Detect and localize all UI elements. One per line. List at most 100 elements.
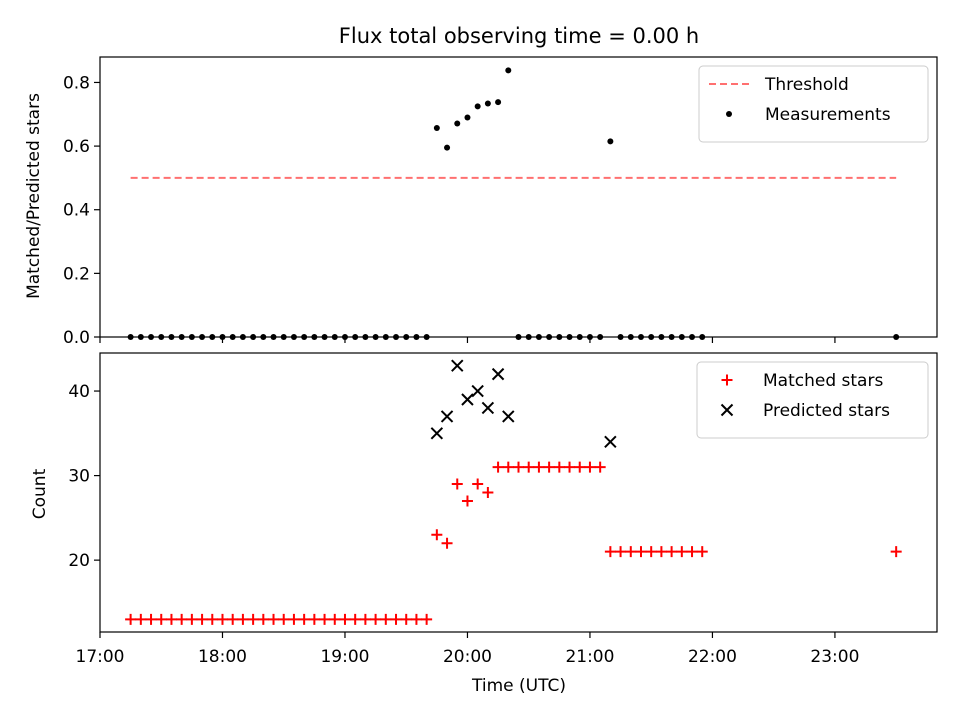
- predicted-stars-point: [491, 367, 505, 381]
- bottom-x-tick-label: 21:00: [565, 647, 614, 667]
- predicted-stars-point: [471, 384, 484, 398]
- matched-stars-point: [288, 613, 300, 625]
- matched-stars-point: [584, 461, 596, 473]
- measurements-point: [474, 103, 481, 110]
- matched-stars-point: [645, 546, 657, 558]
- measurements-point: [495, 99, 502, 106]
- measurements-point: [454, 120, 461, 127]
- matched-stars-point: [135, 613, 147, 625]
- predicted-stars-point: [440, 410, 454, 423]
- top-y-tick-label: 0.0: [63, 328, 90, 348]
- measurements-point: [433, 124, 440, 131]
- matched-stars-point: [482, 487, 494, 498]
- bottom-x-tick-label: 18:00: [198, 647, 247, 667]
- predicted-stars-point: [502, 410, 515, 423]
- top-plot-frame: [99, 56, 938, 338]
- predicted-stars-point: [461, 393, 474, 406]
- matched-stars-point: [492, 461, 504, 473]
- matched-stars-point: [533, 461, 545, 473]
- matched-stars-point: [196, 613, 208, 625]
- matched-stars-point: [206, 613, 218, 625]
- legend-measurements-marker: [726, 111, 732, 117]
- matched-stars-point: [594, 461, 606, 473]
- top-legend-box: [698, 65, 929, 143]
- matched-stars-point: [574, 461, 586, 473]
- bottom-panel: 20 30 40 17:00 18:00 19:00 20:00 21:00 22:00 23:0…: [68, 352, 938, 667]
- matched-stars-point: [247, 613, 259, 625]
- bottom-y-axis-label: Count: [30, 468, 50, 519]
- matched-stars-point: [155, 613, 167, 625]
- matched-stars-point: [410, 613, 422, 625]
- matched-stars-point: [370, 613, 382, 625]
- top-y-tick-label: 0.4: [63, 201, 90, 221]
- bottom-legend: Matched stars Predicted stars: [696, 361, 929, 439]
- measurements-point: [444, 144, 451, 151]
- matched-stars-point: [268, 613, 280, 625]
- top-y-tick-label: 0.2: [63, 264, 90, 284]
- predicted-stars-point: [451, 359, 464, 372]
- bottom-x-tick-label: 22:00: [688, 647, 737, 667]
- matched-stars-point: [298, 613, 310, 625]
- matched-stars-point: [431, 529, 443, 541]
- legend-predicted-stars-label: Predicted stars: [763, 401, 890, 421]
- bottom-plot-frame: [99, 352, 938, 633]
- matched-stars-point: [145, 613, 157, 625]
- matched-stars-point: [165, 613, 177, 625]
- matched-stars-point: [278, 613, 290, 625]
- legend-threshold-label: Threshold: [764, 75, 849, 95]
- matched-stars-point: [676, 546, 688, 558]
- matched-stars-point: [615, 546, 627, 558]
- predicted-stars-point: [481, 401, 495, 415]
- matched-stars-point: [390, 613, 402, 625]
- legend-predicted-stars-marker: [720, 403, 734, 417]
- matched-stars-point: [543, 461, 555, 473]
- bottom-x-tick-label: 20:00: [443, 647, 492, 667]
- matched-stars-point: [502, 461, 514, 473]
- predicted-stars-point: [604, 435, 617, 448]
- matched-stars-point: [625, 546, 637, 558]
- bottom-y-tick-label: 30: [68, 467, 90, 487]
- matched-stars-point: [216, 613, 228, 625]
- matched-stars-point: [513, 461, 524, 473]
- top-panel: 0.0 0.2 0.4 0.6 0.8 Threshold Measurements: [63, 56, 938, 348]
- x-axis-label: Time (UTC): [471, 676, 566, 696]
- legend-matched-stars-label: Matched stars: [763, 371, 883, 391]
- matched-stars-point: [421, 613, 433, 625]
- matched-stars-point: [349, 613, 361, 625]
- top-y-axis-label: Matched/Predicted stars: [24, 93, 44, 299]
- measurements-point: [505, 67, 512, 74]
- chart-title: Flux total observing time = 0.00 h: [339, 24, 699, 48]
- matched-stars-point: [472, 478, 484, 490]
- matched-stars-point: [451, 478, 463, 490]
- measurements-point: [607, 138, 614, 145]
- bottom-x-tick-label: 19:00: [320, 647, 369, 667]
- matched-stars-point: [308, 613, 320, 625]
- matched-stars-point: [257, 613, 269, 625]
- matched-stars-point: [696, 546, 708, 558]
- matched-stars-point: [400, 613, 412, 625]
- matched-stars-point: [441, 537, 453, 549]
- bottom-legend-box: [696, 361, 929, 439]
- predicted-stars-point: [430, 427, 444, 440]
- matched-stars-point: [686, 546, 698, 558]
- matched-stars-point: [125, 613, 137, 625]
- matched-stars-point: [186, 613, 198, 625]
- matched-stars-point: [380, 613, 392, 625]
- legend-measurements-label: Measurements: [765, 105, 891, 125]
- bottom-y-tick-label: 40: [68, 382, 90, 402]
- measurements-point: [464, 114, 471, 121]
- measurements-point: [484, 100, 491, 107]
- matched-stars-point: [564, 461, 576, 473]
- top-legend: Threshold Measurements: [698, 65, 929, 143]
- matched-stars-point: [329, 613, 341, 625]
- bottom-y-tick-label: 20: [68, 551, 90, 571]
- matched-stars-point: [359, 613, 371, 625]
- matched-stars-point: [890, 546, 902, 558]
- matched-stars-point: [655, 546, 667, 558]
- legend-matched-stars-marker: [721, 374, 733, 386]
- matched-stars-point: [227, 613, 239, 625]
- matched-stars-point: [461, 495, 473, 507]
- matched-stars-point: [339, 613, 351, 625]
- matched-stars-point: [635, 546, 647, 558]
